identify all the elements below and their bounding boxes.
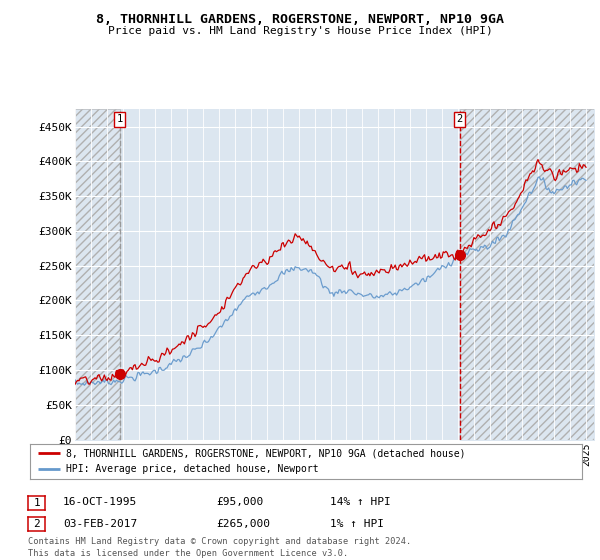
Text: 14% ↑ HPI: 14% ↑ HPI [330,497,391,507]
Text: 1% ↑ HPI: 1% ↑ HPI [330,519,384,529]
Text: 8, THORNHILL GARDENS, ROGERSTONE, NEWPORT, NP10 9GA (detached house): 8, THORNHILL GARDENS, ROGERSTONE, NEWPOR… [66,449,466,459]
Text: Contains HM Land Registry data © Crown copyright and database right 2024.
This d: Contains HM Land Registry data © Crown c… [28,537,412,558]
Text: 8, THORNHILL GARDENS, ROGERSTONE, NEWPORT, NP10 9GA: 8, THORNHILL GARDENS, ROGERSTONE, NEWPOR… [96,13,504,26]
Text: 16-OCT-1995: 16-OCT-1995 [63,497,137,507]
Text: HPI: Average price, detached house, Newport: HPI: Average price, detached house, Newp… [66,464,319,474]
Text: 2: 2 [33,519,40,529]
Text: 1: 1 [33,498,40,507]
Text: 2: 2 [457,114,463,124]
Text: 1: 1 [116,114,122,124]
Text: £95,000: £95,000 [216,497,263,507]
Text: 03-FEB-2017: 03-FEB-2017 [63,519,137,529]
Text: £265,000: £265,000 [216,519,270,529]
Text: Price paid vs. HM Land Registry's House Price Index (HPI): Price paid vs. HM Land Registry's House … [107,26,493,36]
